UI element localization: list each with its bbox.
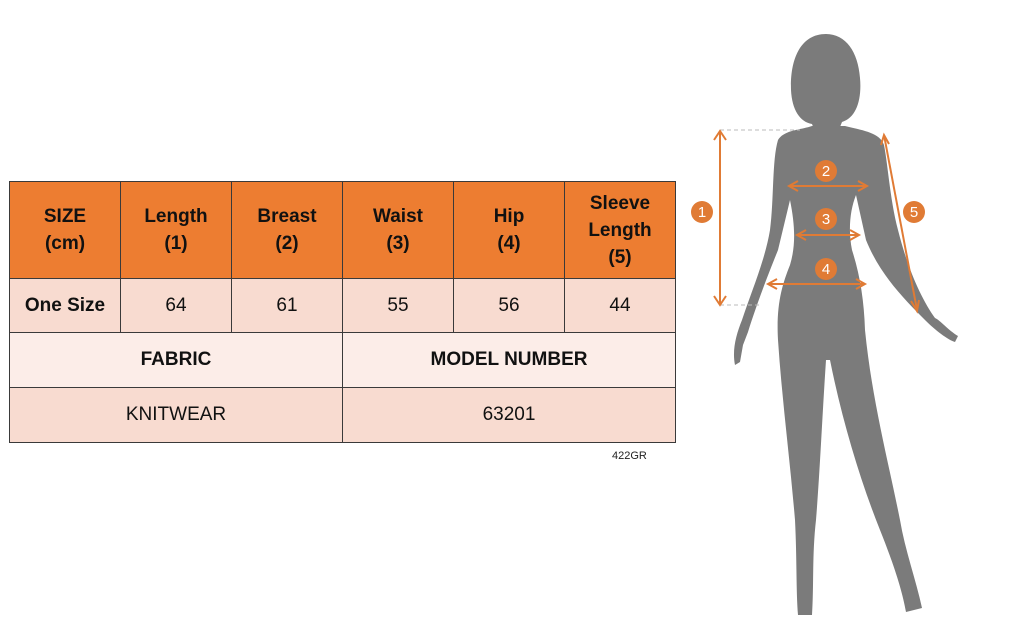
info-value-row: KNITWEAR 63201: [9, 387, 676, 443]
header-row: SIZE (cm) Length (1) Breast (2) Waist (3…: [9, 181, 676, 279]
product-code: 422GR: [612, 450, 647, 462]
measurement-lines: [713, 129, 920, 314]
size-row: One Size 64 61 55 56 44: [9, 278, 676, 333]
fabric-value: KNITWEAR: [9, 387, 343, 443]
size-value: One Size: [9, 278, 121, 333]
marker-4: 4: [822, 261, 830, 278]
marker-1: 1: [698, 204, 706, 221]
header-length: Length (1): [120, 181, 232, 279]
model-number-value: 63201: [342, 387, 676, 443]
sleeve-length-value: 44: [564, 278, 676, 333]
marker-2: 2: [822, 163, 830, 180]
sleeve-length-arrow: [883, 134, 918, 311]
waist-value: 55: [342, 278, 454, 333]
header-hip: Hip (4): [453, 181, 565, 279]
measurement-markers: 1 2 3 4 5: [691, 160, 925, 280]
header-sleeve-length: Sleeve Length (5): [564, 181, 676, 279]
silhouette: [733, 34, 958, 615]
header-breast: Breast (2): [231, 181, 343, 279]
marker-3: 3: [822, 211, 830, 228]
size-table: SIZE (cm) Length (1) Breast (2) Waist (3…: [9, 181, 676, 443]
hair-head: [790, 34, 861, 132]
marker-5: 5: [910, 204, 918, 221]
header-size: SIZE (cm): [9, 181, 121, 279]
length-value: 64: [120, 278, 232, 333]
hip-value: 56: [453, 278, 565, 333]
body: [733, 126, 958, 615]
header-waist: Waist (3): [342, 181, 454, 279]
